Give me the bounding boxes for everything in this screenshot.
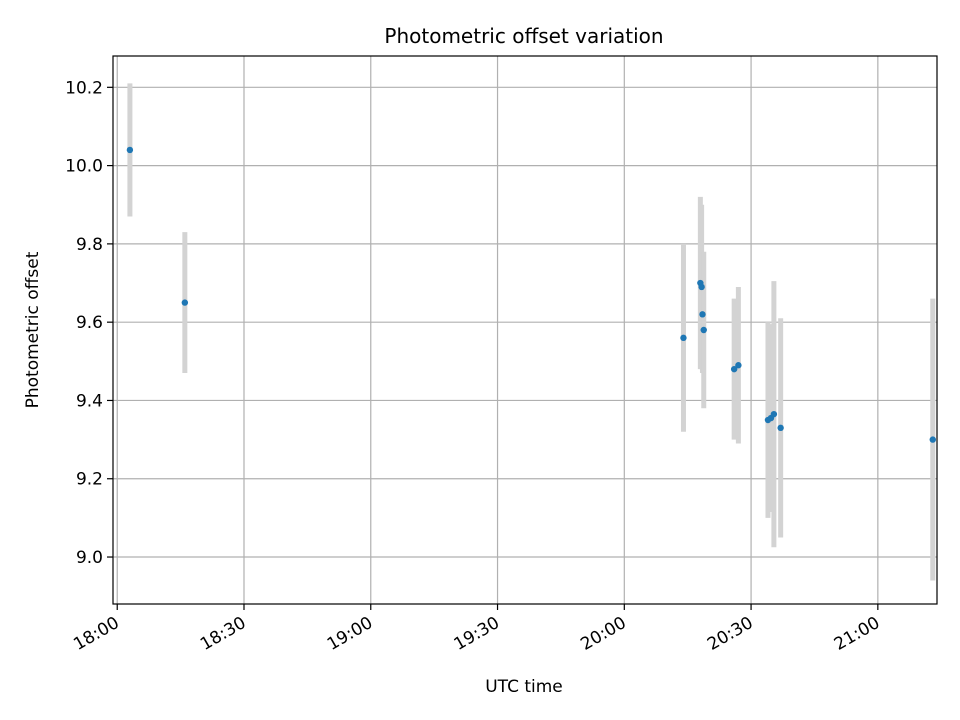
x-tick-label: 19:30 (451, 613, 503, 655)
error-bars (127, 83, 936, 581)
x-axis-ticks: 18:00 18:30 19:00 19:30 20:00 20:30 21:00 (70, 604, 883, 655)
chart-title: Photometric offset variation (384, 24, 663, 48)
data-point (730, 365, 738, 373)
data-points (126, 146, 936, 443)
data-point (770, 410, 778, 418)
data-point (126, 146, 134, 154)
y-axis-label: Photometric offset (23, 251, 43, 408)
data-point (735, 362, 742, 369)
x-tick-label: 18:30 (197, 613, 249, 655)
y-axis-ticks: 9.0 9.2 9.4 9.6 9.8 10.0 10.2 (65, 78, 113, 568)
y-tick-label: 9.2 (76, 470, 103, 490)
x-tick-label: 21:00 (831, 613, 883, 655)
x-axis-label: UTC time (485, 677, 563, 697)
data-point (680, 334, 687, 342)
x-tick-label: 20:00 (577, 613, 629, 655)
y-tick-label: 9.8 (76, 235, 103, 255)
grid (113, 56, 937, 604)
data-point (777, 424, 784, 432)
data-point (698, 283, 705, 291)
y-tick-label: 10.0 (65, 157, 103, 177)
x-tick-label: 20:30 (704, 613, 756, 655)
y-tick-label: 9.0 (76, 548, 103, 568)
x-tick-label: 19:00 (324, 613, 376, 655)
y-tick-label: 9.6 (76, 313, 103, 333)
x-tick-label: 18:00 (70, 613, 122, 655)
data-point (929, 436, 936, 443)
data-point (181, 299, 189, 306)
y-tick-label: 9.4 (76, 391, 103, 411)
y-tick-label: 10.2 (65, 78, 103, 98)
data-point (700, 326, 707, 334)
plot-frame (112, 55, 938, 605)
data-point (699, 311, 706, 318)
